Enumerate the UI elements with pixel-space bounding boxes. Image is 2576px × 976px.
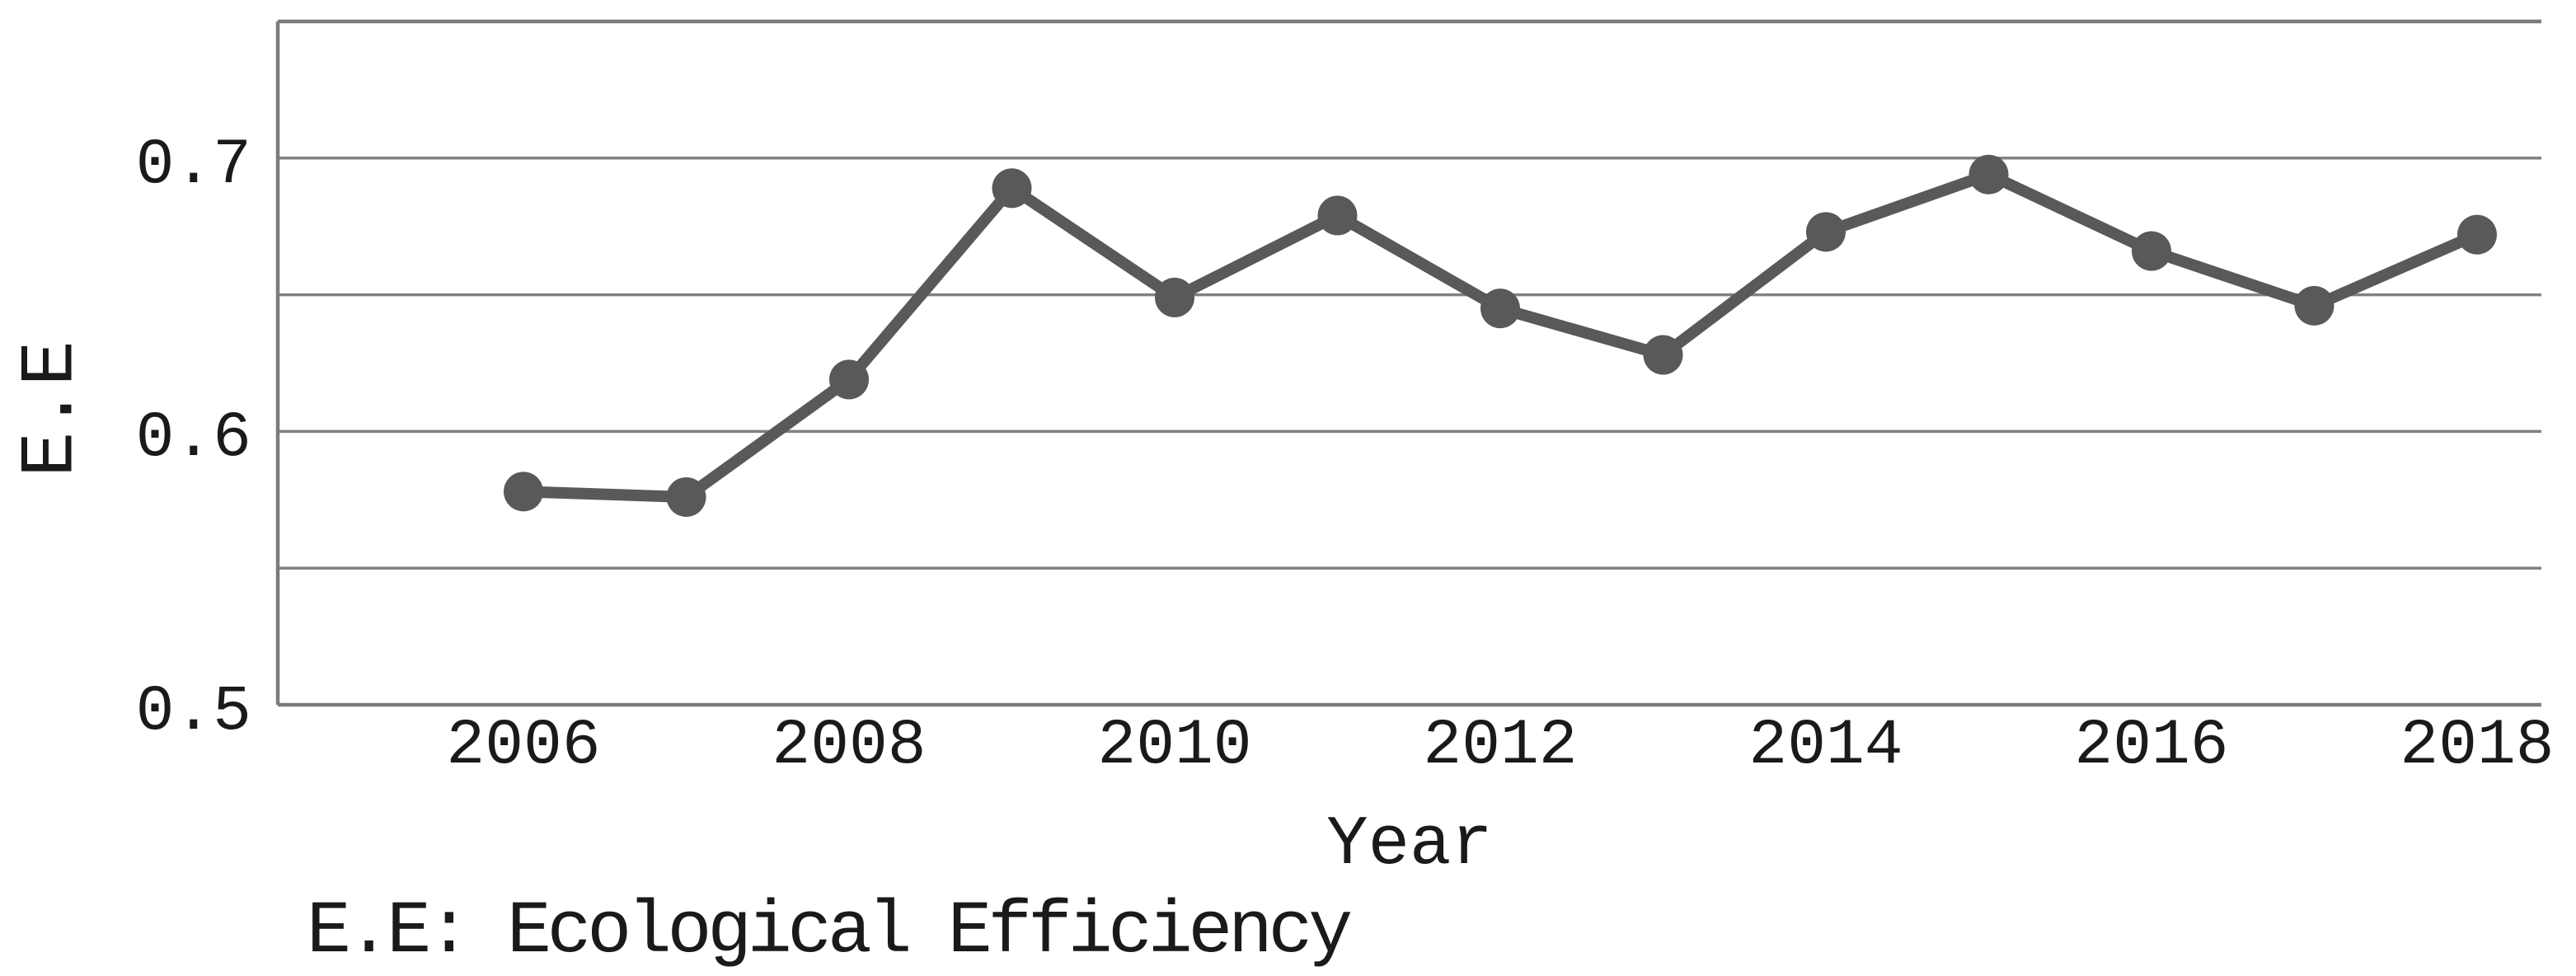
y-tick-label: 0.7: [135, 129, 251, 202]
x-tick-label: 2018: [2400, 710, 2555, 782]
data-line: [518, 168, 2483, 503]
x-tick-label: 2012: [1423, 710, 1578, 782]
x-tick-label: 2008: [772, 710, 927, 782]
data-point-marker: [1155, 277, 1194, 317]
x-tick-label: 2010: [1097, 710, 1252, 782]
data-point-marker: [666, 476, 706, 517]
data-point-marker: [1806, 212, 1846, 252]
data-point-marker: [1317, 195, 1358, 236]
x-tick-label: 2014: [1748, 710, 1903, 782]
data-point-marker: [1480, 289, 1520, 329]
y-tick-label: 0.6: [135, 402, 251, 476]
x-tick-label: 2006: [446, 710, 601, 782]
data-point-marker: [2294, 285, 2334, 326]
figure-caption: E.E: Ecological Efficiency: [307, 890, 1353, 974]
y-tick-label: 0.5: [135, 676, 251, 748]
data-point-marker: [2132, 231, 2171, 271]
data-point-marker: [1968, 154, 2009, 195]
data-point-marker: [992, 168, 1032, 209]
data-point-marker: [504, 472, 543, 512]
data-point-marker: [2457, 214, 2497, 255]
x-axis-label: Year: [1326, 806, 1493, 884]
x-tick-label: 2016: [2074, 710, 2229, 782]
data-point-marker: [829, 359, 869, 400]
data-point-marker: [1643, 335, 1683, 375]
